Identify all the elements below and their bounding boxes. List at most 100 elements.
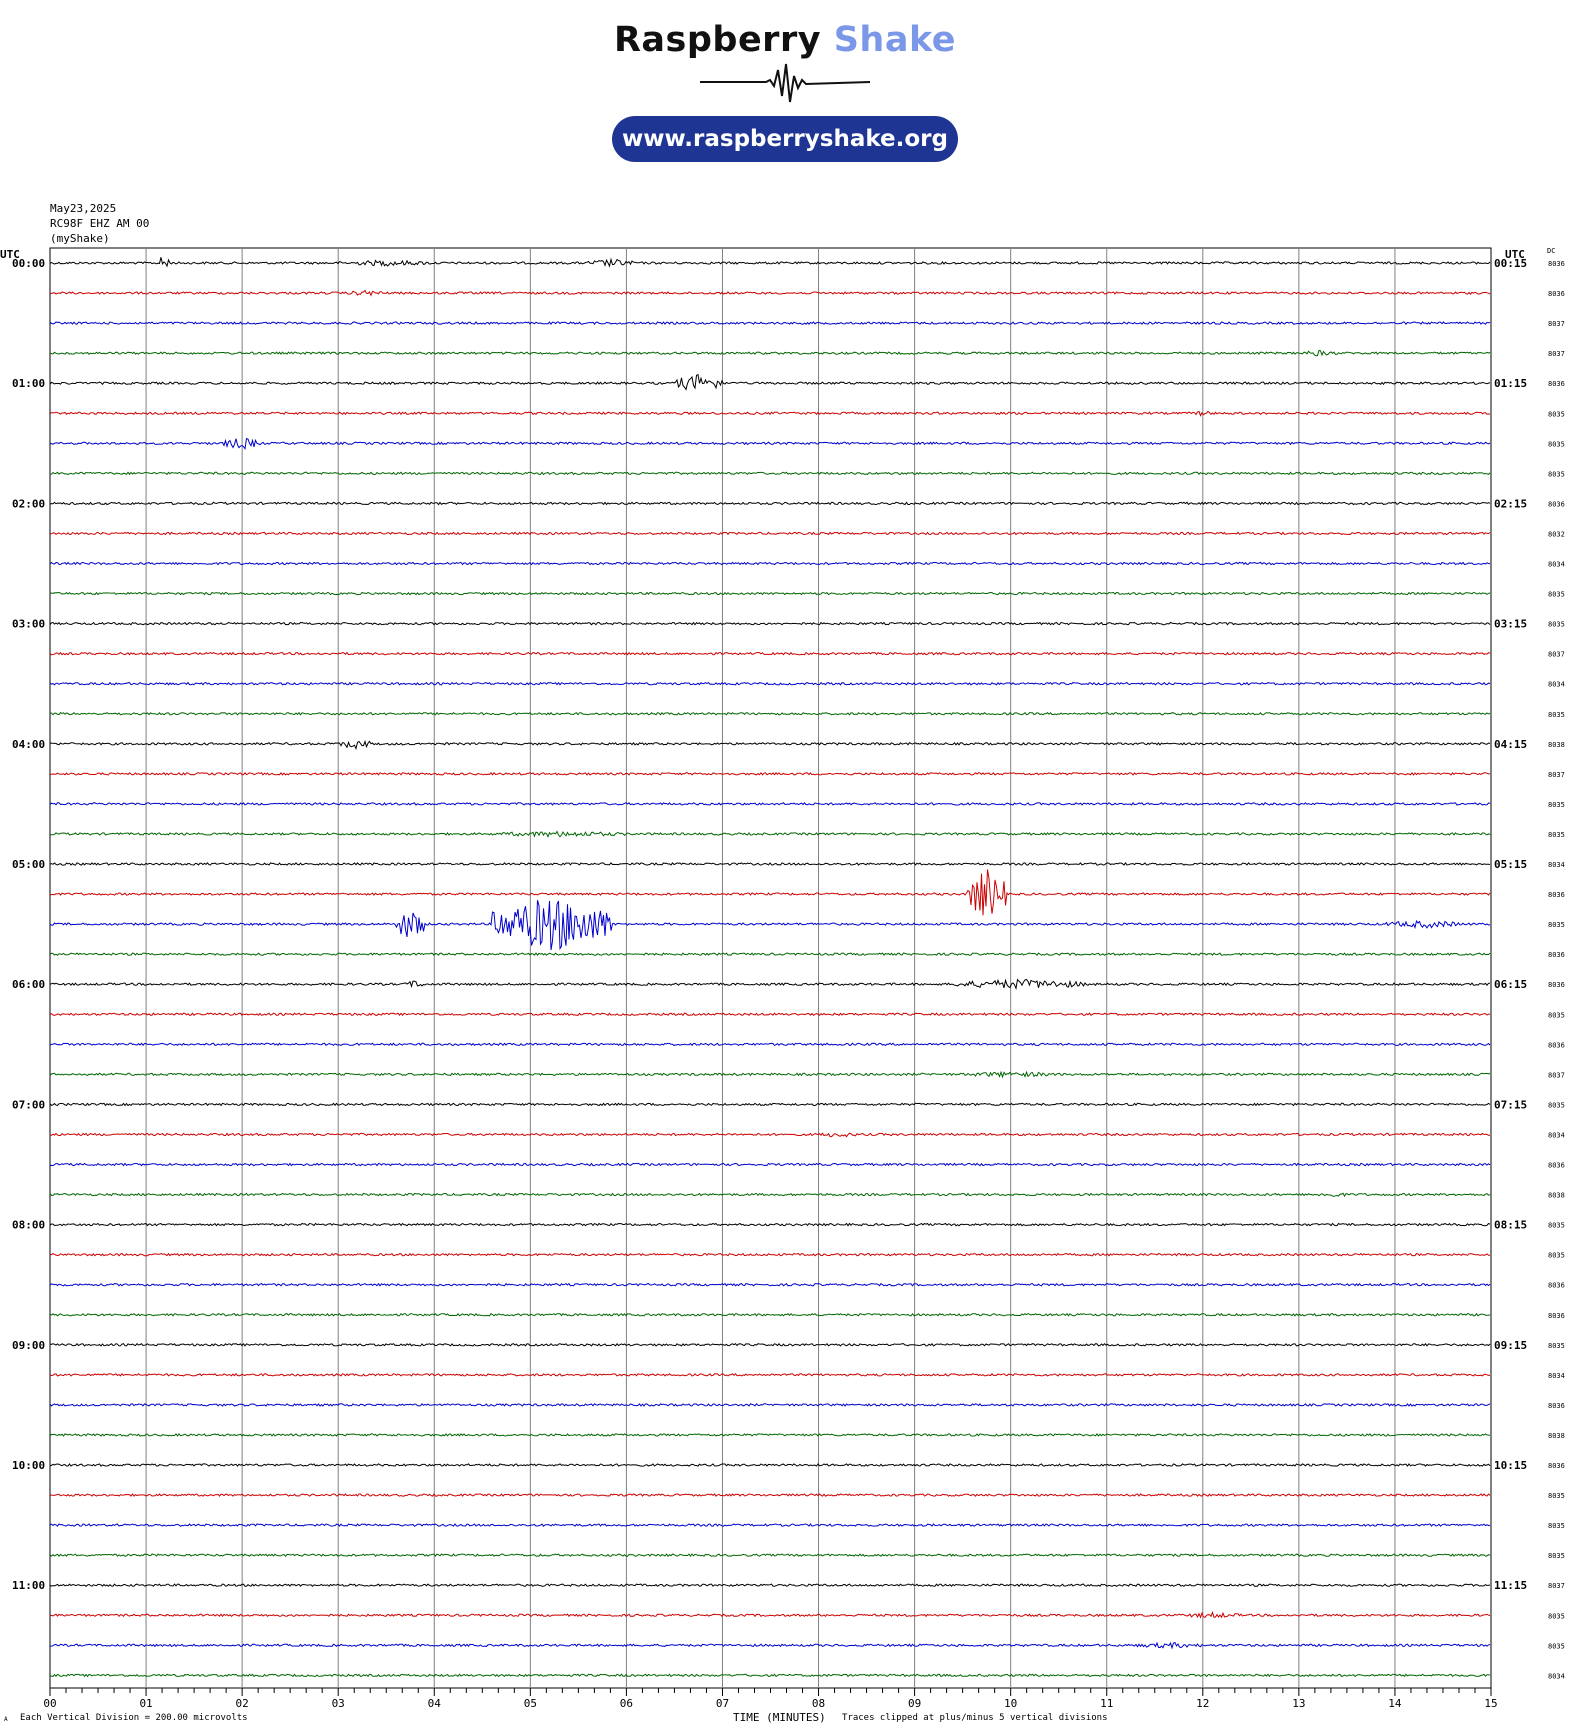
- seismic-trace: [49, 862, 1491, 866]
- dc-value-label: 8034: [1548, 561, 1565, 569]
- seismic-trace: [49, 952, 1491, 957]
- dc-value-label: 8038: [1548, 1432, 1565, 1440]
- seismic-trace: [49, 621, 1491, 626]
- seismic-trace: [49, 1342, 1491, 1347]
- seismic-trace: [49, 1463, 1491, 1467]
- seismic-trace: [49, 1373, 1490, 1377]
- seismic-trace: [49, 711, 1491, 716]
- seismic-trace: [49, 1132, 1491, 1138]
- seismic-trace: [49, 1282, 1491, 1287]
- x-tick-label: 11: [1100, 1697, 1113, 1710]
- brand-secondary: Shake: [833, 20, 957, 60]
- raspberry-shake-logo: Raspberry Shake www.raspberryshake.org: [0, 0, 1570, 180]
- dc-value-label: 8037: [1548, 320, 1565, 328]
- hour-label-right: 04:15: [1494, 738, 1527, 751]
- x-tick-label: 01: [139, 1697, 152, 1710]
- dc-value-label: 8036: [1548, 290, 1565, 298]
- division-note: Each Vertical Division = 200.00 microvol…: [20, 1713, 248, 1723]
- website-link[interactable]: www.raspberryshake.org: [612, 116, 958, 162]
- dc-value-label: 8036: [1548, 500, 1565, 508]
- hour-label-right: 09:15: [1494, 1339, 1527, 1352]
- hour-label-right: 10:15: [1494, 1459, 1527, 1472]
- seismic-trace: [49, 801, 1491, 806]
- seismic-wave-icon: [700, 63, 870, 103]
- hour-label-right: 02:15: [1494, 497, 1527, 510]
- dc-value-label: 8036: [1548, 1041, 1565, 1049]
- hour-label-left: 09:00: [12, 1339, 45, 1352]
- hour-label-left: 11:00: [12, 1579, 45, 1592]
- dc-value-label: 8036: [1548, 891, 1565, 899]
- dc-value-label: 8035: [1548, 1522, 1565, 1530]
- x-tick-label: 06: [620, 1697, 633, 1710]
- hour-label-right: 05:15: [1494, 858, 1527, 871]
- seismic-trace: [49, 830, 1491, 838]
- dc-value-label: 8037: [1548, 651, 1565, 659]
- seismic-trace: [49, 321, 1491, 326]
- dc-value-label: 8034: [1548, 1372, 1565, 1380]
- seismic-trace: [49, 501, 1491, 506]
- x-tick-label: 03: [332, 1697, 345, 1710]
- dc-value-label: 8035: [1548, 410, 1565, 418]
- seismic-trace: [49, 1673, 1491, 1678]
- brand-primary: Raspberry: [613, 20, 822, 60]
- x-tick-label: 10: [1004, 1697, 1017, 1710]
- seismic-trace: [49, 681, 1491, 686]
- hour-label-right: 01:15: [1494, 377, 1527, 390]
- x-tick-label: 13: [1292, 1697, 1305, 1710]
- seismic-trace: [49, 1222, 1491, 1227]
- hour-label-right: 06:15: [1494, 978, 1527, 991]
- hour-label-left: 04:00: [12, 738, 45, 751]
- hour-label-right: 11:15: [1494, 1579, 1527, 1592]
- dc-value-label: 8034: [1548, 1131, 1565, 1139]
- station-label: RC98F EHZ AM 00: [50, 217, 150, 230]
- seismic-trace: [49, 1493, 1491, 1497]
- dc-value-label: 8038: [1548, 741, 1565, 749]
- seismic-trace: [49, 1523, 1491, 1527]
- seismic-trace: [49, 1042, 1491, 1047]
- dc-value-label: 8035: [1548, 1011, 1565, 1019]
- hour-label-left: 08:00: [12, 1219, 45, 1232]
- seismic-trace: [49, 739, 1491, 751]
- x-tick-label: 09: [908, 1697, 921, 1710]
- seismic-trace: [49, 1162, 1491, 1167]
- x-tick-label: 12: [1196, 1697, 1209, 1710]
- dc-header-label: DC: [1547, 247, 1556, 255]
- utc-right-label: UTC: [1505, 248, 1525, 261]
- dc-value-label: 8035: [1548, 470, 1565, 478]
- seismic-trace: [49, 869, 1491, 916]
- dc-value-label: 8034: [1548, 861, 1565, 869]
- seismic-trace: [49, 1583, 1491, 1588]
- x-axis-title: TIME (MINUTES): [733, 1711, 826, 1724]
- dc-value-label: 8034: [1548, 681, 1565, 689]
- utc-left-label: UTC: [0, 248, 20, 261]
- seismic-trace: [49, 257, 1491, 268]
- seismic-trace: [50, 1610, 1491, 1619]
- dc-value-label: 8037: [1548, 1071, 1565, 1079]
- seismic-trace: [49, 1433, 1491, 1437]
- seismic-trace: [49, 373, 1491, 391]
- dc-value-label: 8036: [1548, 1402, 1565, 1410]
- x-tick-label: 05: [524, 1697, 537, 1710]
- dc-value-label: 8036: [1548, 1462, 1565, 1470]
- dc-value-label: 8036: [1548, 981, 1565, 989]
- hour-label-left: 02:00: [12, 497, 45, 510]
- date-label: May23,2025: [50, 202, 117, 215]
- dc-value-label: 8035: [1548, 1492, 1565, 1500]
- seismic-trace: [49, 410, 1491, 417]
- x-tick-label: 14: [1388, 1697, 1402, 1710]
- dc-value-label: 8038: [1548, 1192, 1565, 1200]
- x-tick-label: 00: [43, 1697, 56, 1710]
- hour-label-left: 10:00: [12, 1459, 45, 1472]
- dc-value-label: 8035: [1548, 1552, 1565, 1560]
- seismic-trace: [49, 1312, 1491, 1317]
- dc-value-label: 8035: [1548, 921, 1565, 929]
- hour-label-right: 00:15: [1494, 257, 1527, 270]
- x-tick-label: 04: [428, 1697, 442, 1710]
- seismic-trace: [49, 900, 1491, 951]
- clip-note: Traces clipped at plus/minus 5 vertical …: [842, 1713, 1108, 1723]
- dc-value-label: 8037: [1548, 350, 1565, 358]
- x-tick-label: 08: [812, 1697, 825, 1710]
- seismic-trace: [49, 651, 1491, 656]
- x-tick-label: 15: [1484, 1697, 1497, 1710]
- hour-label-left: 03:00: [12, 618, 45, 631]
